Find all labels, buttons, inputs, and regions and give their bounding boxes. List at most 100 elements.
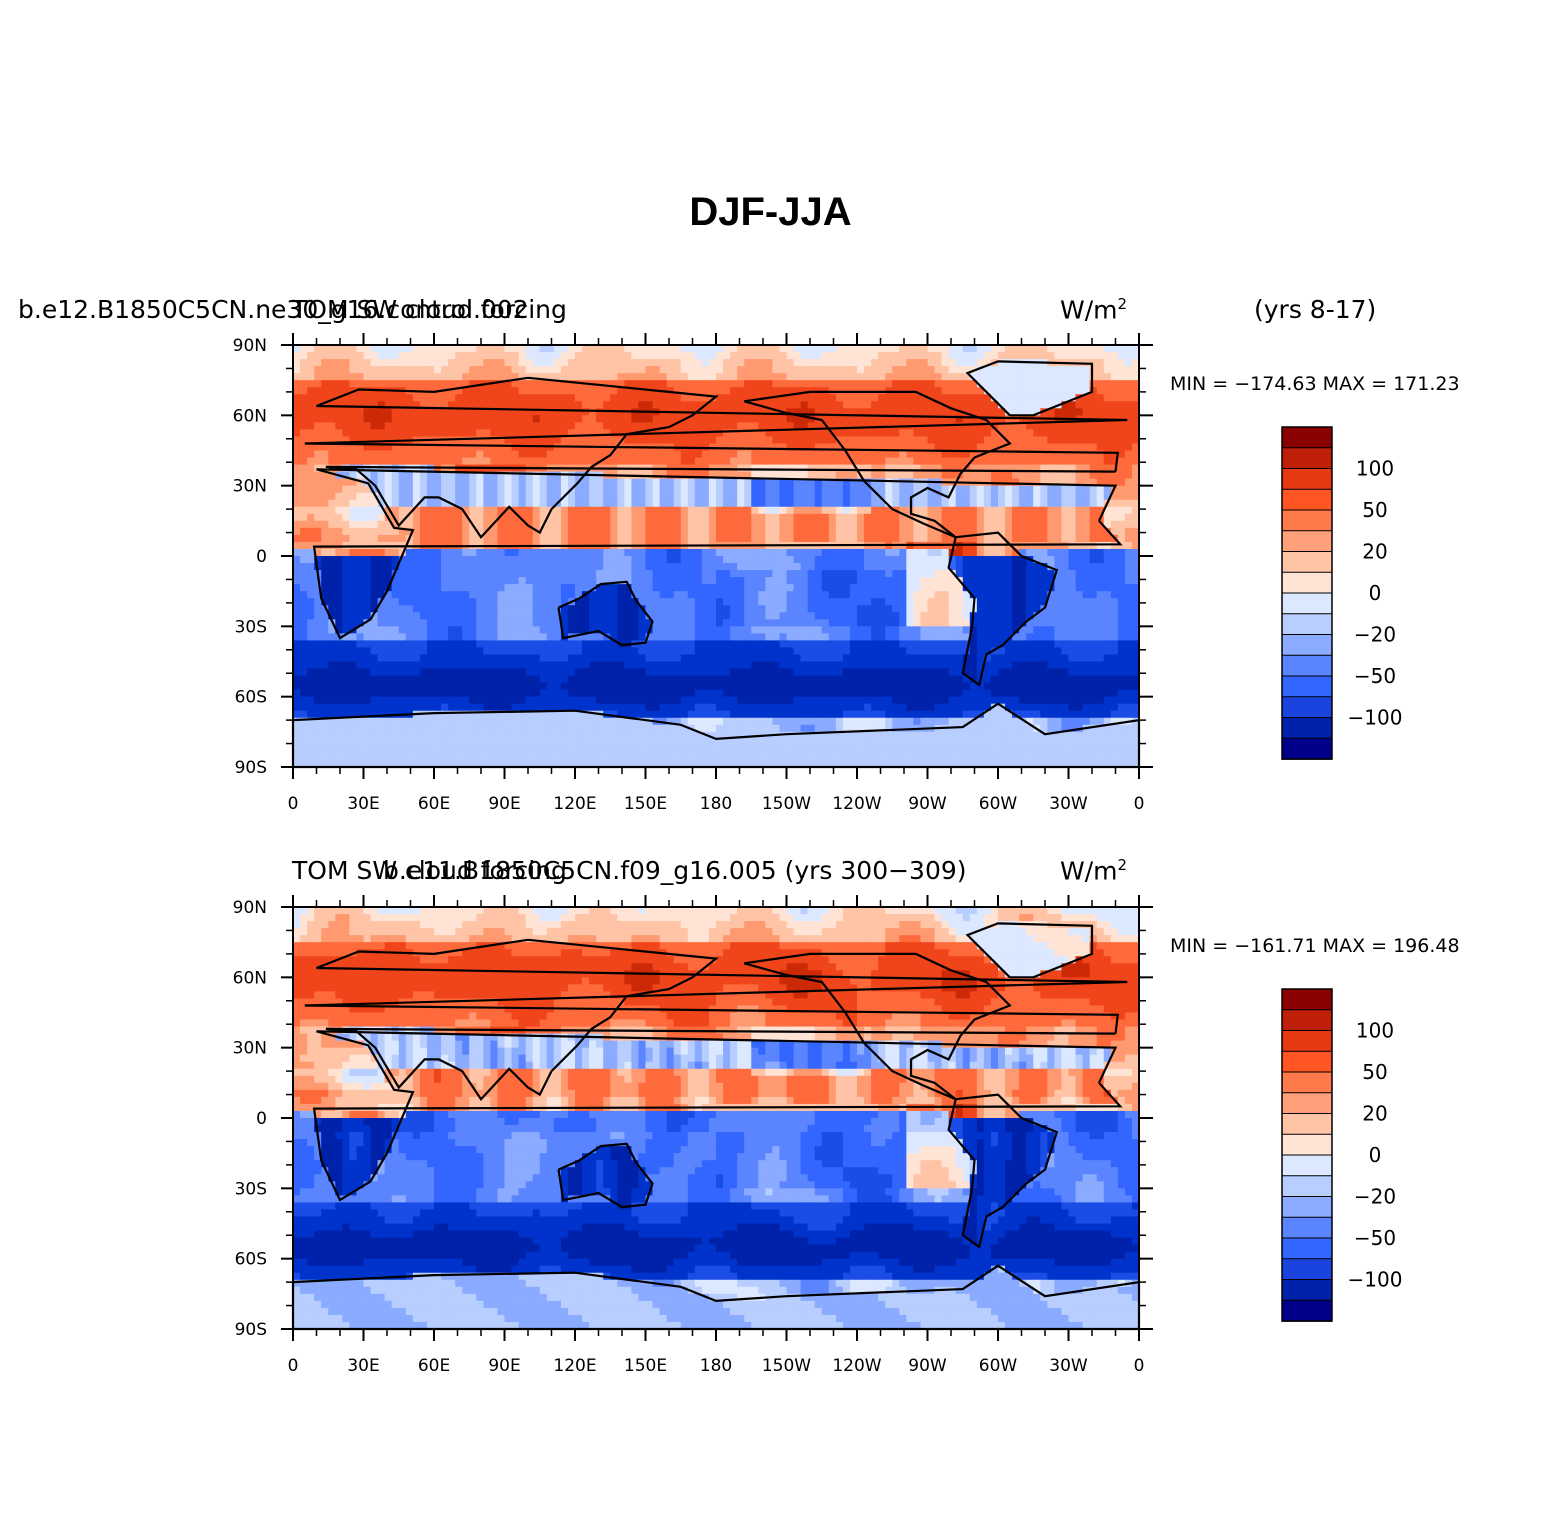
field-cell [835,619,844,627]
field-cell [793,513,802,522]
field-cell [582,534,590,543]
field-cell [293,436,301,445]
field-cell [765,387,773,395]
field-cell [941,471,950,480]
field-cell [814,534,823,543]
field-cell [553,556,562,564]
field-cell [680,380,689,388]
field-cell [701,584,710,592]
field-cell [553,408,562,416]
field-cell [899,598,907,606]
field-cell [652,556,661,564]
field-cell [426,429,435,438]
field-cell [835,401,844,409]
field-cell [328,563,336,571]
field-cell [638,422,647,430]
field-cell [892,471,900,480]
field-cell [744,401,752,409]
field-cell [1117,401,1126,409]
field-cell [899,366,907,374]
field-cell [603,359,611,367]
field-cell [927,352,936,360]
field-cell [793,626,802,634]
field-cell [575,457,583,466]
field-cell [744,422,752,430]
field-cell [906,556,914,564]
field-cell [821,556,830,564]
field-cell [518,415,527,423]
field-cell [582,457,590,466]
field-cell [363,366,372,374]
field-cell [1047,541,1055,550]
field-cell [744,471,752,480]
field-cell [680,492,689,501]
field-cell [793,506,802,515]
field-cell [1103,626,1112,634]
field-cell [835,584,844,592]
field-cell [701,534,710,543]
field-cell [504,401,513,409]
field-cell [525,556,534,564]
field-cell [772,492,781,501]
field-cell [497,520,506,529]
field-cell [328,506,336,515]
field-cell [934,345,943,353]
field-cell [659,436,668,445]
field-cell [807,556,816,564]
field-cell [363,506,372,515]
field-cell [356,415,365,423]
field-cell [793,534,802,543]
field-cell [455,577,463,585]
field-cell [716,513,724,522]
field-cell [779,457,788,466]
field-cell [1054,605,1063,613]
field-cell [314,408,322,416]
field-cell [441,506,449,515]
field-cell [398,401,407,409]
field-cell [307,394,315,402]
field-cell [377,520,386,529]
field-cell [758,570,766,578]
field-cell [976,422,985,430]
field-cell [680,450,689,459]
field-cell [723,598,731,606]
field-cell [483,506,491,515]
field-cell [419,408,428,416]
field-cell [998,457,1006,466]
field-cell [821,478,830,487]
field-cell [582,359,590,367]
field-cell [708,626,717,634]
field-cell [1075,345,1084,353]
field-cell [1040,429,1048,438]
field-cell [596,577,604,585]
field-cell [469,577,477,585]
field-cell [666,605,675,613]
field-cell [462,633,470,641]
field-cell [673,471,682,480]
field-cell [807,591,816,599]
field-cell [483,450,491,459]
field-cell [948,506,957,515]
field-cell [998,612,1006,620]
field-cell [553,415,562,423]
field-cell [779,485,788,494]
field-cell [335,598,343,606]
field-cell [483,359,491,367]
field-cell [666,591,675,599]
field-cell [1068,471,1077,480]
field-cell [1096,584,1105,592]
field-cell [631,352,640,360]
field-cell [462,422,470,430]
field-cell [920,534,929,543]
field-cell [1124,478,1133,487]
field-cell [300,345,308,353]
field-cell [398,584,407,592]
field-cell [300,563,308,571]
field-cell [1054,527,1063,536]
field-cell [476,457,484,466]
field-cell [652,513,661,522]
field-cell [716,345,724,353]
field-cell [490,485,499,494]
field-cell [469,359,477,367]
field-cell [828,626,837,634]
